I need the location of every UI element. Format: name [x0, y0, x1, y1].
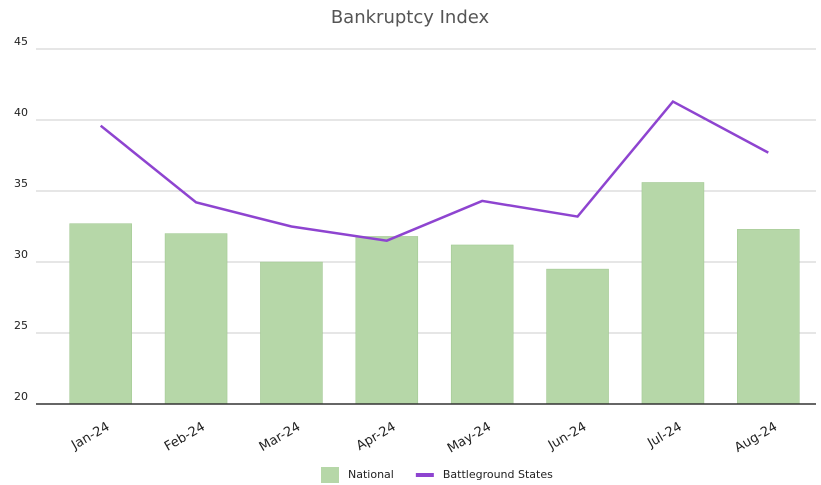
- x-tick-label: Apr-24: [354, 420, 399, 454]
- bar: [737, 229, 800, 405]
- line: [99, 99, 769, 242]
- x-tick-label: Aug-24: [732, 420, 780, 456]
- y-tick-label: 40: [14, 106, 28, 119]
- bar: [546, 268, 609, 405]
- legend-swatch: [321, 467, 339, 483]
- bar: [69, 223, 132, 405]
- y-tick-label: 45: [14, 35, 28, 48]
- y-tick-label: 30: [14, 248, 28, 261]
- legend-label: National: [348, 468, 394, 481]
- legend-label: Battleground States: [443, 468, 553, 481]
- y-tick-label: 25: [14, 319, 28, 332]
- bar: [260, 261, 323, 405]
- y-tick-label: 35: [14, 177, 28, 190]
- x-tick-label: Jul-24: [644, 420, 684, 452]
- bar: [641, 182, 705, 405]
- bar: [450, 244, 514, 405]
- bar: [355, 236, 419, 405]
- x-tick-label: May-24: [445, 420, 494, 457]
- bar: [164, 233, 228, 405]
- x-tick-label: Jun-24: [545, 420, 589, 454]
- x-tick-label: Mar-24: [257, 420, 303, 455]
- x-tick-label: Feb-24: [162, 420, 208, 455]
- legend-swatch: [415, 473, 434, 477]
- y-tick-label: 20: [14, 390, 28, 403]
- x-tick-label: Jan-24: [68, 420, 112, 454]
- chart-title: Bankruptcy Index: [331, 7, 490, 28]
